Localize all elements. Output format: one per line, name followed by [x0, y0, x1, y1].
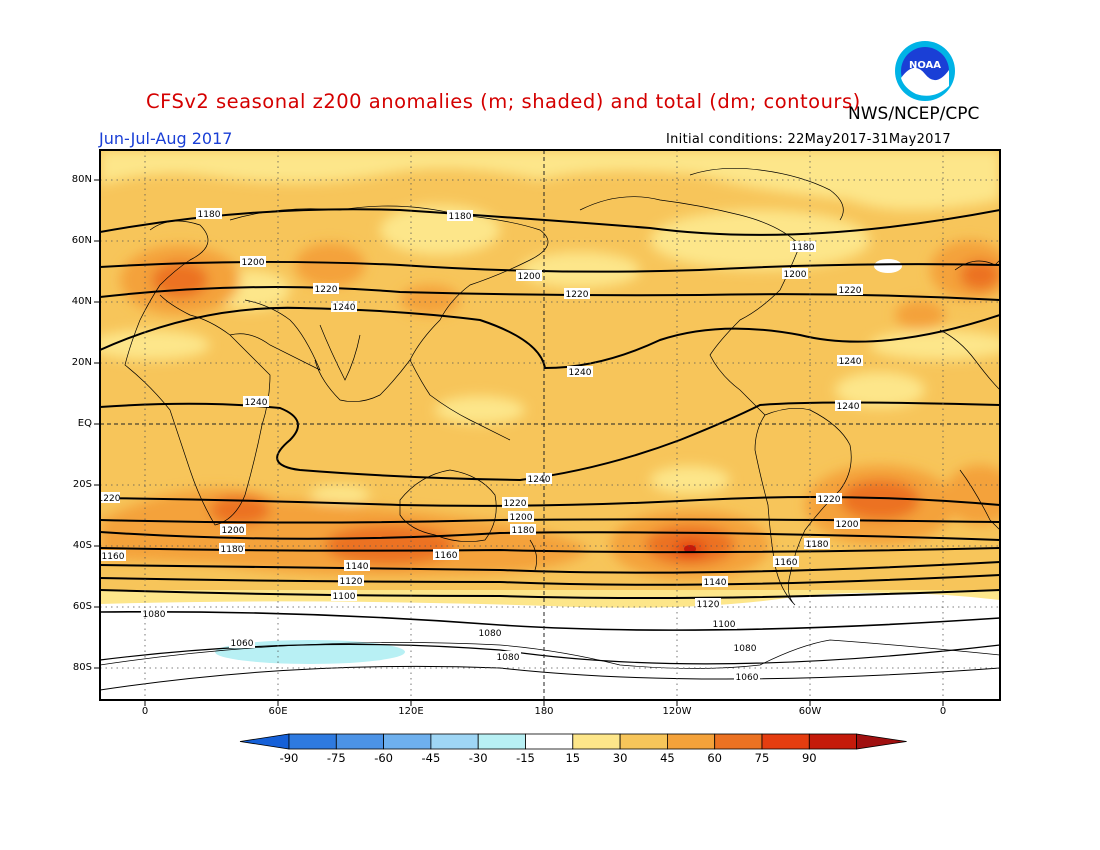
contour-label: 1240	[333, 303, 356, 313]
colorbar-swatch	[667, 733, 716, 750]
contour-label: 1120	[340, 577, 363, 587]
lon-label: 60W	[798, 706, 822, 717]
colorbar-label: -60	[374, 751, 393, 765]
lat-label: 60N	[71, 235, 92, 246]
colorbar-label: 90	[801, 751, 817, 765]
lon-label: 0	[939, 706, 947, 717]
noaa-logo-icon: NOAA	[895, 41, 955, 101]
colorbar-arrow-low	[239, 733, 290, 750]
colorbar-swatch	[430, 733, 479, 750]
contour-label: 1200	[510, 513, 533, 523]
contour-label: 1080	[479, 629, 502, 639]
lon-label: 180	[534, 706, 554, 717]
contour-label: 1160	[102, 552, 125, 562]
lat-label: 80S	[72, 662, 92, 673]
contour-label: 1140	[346, 562, 369, 572]
colorbar-swatch	[383, 733, 432, 750]
contour-label: 1080	[143, 610, 166, 620]
lat-label: 20N	[71, 357, 92, 368]
contour-label: 1220	[315, 285, 338, 295]
contour-label: 1180	[198, 210, 221, 220]
map-title: CFSv2 seasonal z200 anomalies (m; shaded…	[146, 90, 861, 113]
colorbar-label: -45	[421, 751, 441, 765]
contour-label: 1240	[837, 402, 860, 412]
contour-label: 1200	[518, 272, 541, 282]
lon-label: 0	[141, 706, 149, 717]
colorbar-swatch	[335, 733, 384, 750]
colorbar-label: -15	[516, 751, 535, 765]
contour-label: 1220	[818, 495, 841, 505]
contour-label: 1200	[836, 520, 859, 530]
contour-label: 1240	[569, 368, 592, 378]
colorbar-label: 15	[565, 751, 581, 765]
colorbar-arrow-high	[856, 733, 907, 750]
contour-label: 1160	[435, 551, 458, 561]
contour-label: 1200	[222, 526, 245, 536]
contour-label: 1180	[221, 545, 244, 555]
colorbar-label: 45	[660, 751, 675, 765]
colorbar	[239, 733, 907, 750]
colorbar-swatch	[477, 733, 526, 750]
contour-label: 1180	[792, 243, 815, 253]
contour-label: 1180	[449, 212, 472, 222]
contour-label: 1220	[504, 499, 527, 509]
contour-label: 1240	[528, 475, 551, 485]
height-contours	[100, 208, 1000, 691]
colorbar-label: 75	[754, 751, 770, 765]
contour-label: 1220	[566, 290, 589, 300]
lat-label: 20S	[72, 479, 92, 490]
lat-label: EQ	[77, 418, 92, 429]
equator-dateline	[100, 150, 1000, 700]
lat-label: 40S	[72, 540, 92, 551]
lat-label: 80N	[71, 174, 92, 185]
contour-label: 1240	[839, 357, 862, 367]
lon-label: 120W	[662, 706, 692, 717]
gridlines	[100, 150, 1000, 700]
map-frame	[99, 149, 1001, 701]
colorbar-label: -75	[326, 751, 346, 765]
colorbar-label: -90	[279, 751, 299, 765]
contour-label: 1220	[839, 286, 862, 296]
contour-label: 1060	[736, 673, 759, 683]
axis-ticks	[94, 179, 944, 706]
contour-label: 1100	[713, 620, 736, 630]
initial-conditions: Initial conditions: 22May2017-31May2017	[666, 132, 951, 147]
contour-label: 1080	[497, 653, 520, 663]
contour-label: 1120	[697, 600, 720, 610]
lon-label: 60E	[268, 706, 288, 717]
lat-label: 40N	[71, 296, 92, 307]
anomaly-shading: 1180 1180 1180 1200 1200 1200 1220 1220 …	[98, 150, 1000, 700]
forecast-period: Jun-Jul-Aug 2017	[99, 129, 233, 148]
colorbar-swatch	[808, 733, 857, 750]
lat-label: 60S	[72, 601, 92, 612]
colorbar-swatch	[572, 733, 621, 750]
contour-labels: 1180 1180 1180 1200 1200 1200 1220 1220 …	[98, 208, 863, 683]
contour-label: 1220	[98, 494, 121, 504]
contour-label: 1180	[512, 526, 535, 536]
svg-text:NOAA: NOAA	[909, 60, 941, 71]
contour-label: 1140	[704, 578, 727, 588]
contour-label: 1180	[806, 540, 829, 550]
contour-label: 1200	[242, 258, 265, 268]
colorbar-swatch	[761, 733, 810, 750]
colorbar-label: 60	[707, 751, 722, 765]
lon-label: 120E	[398, 706, 424, 717]
contour-label: 1200	[784, 270, 807, 280]
contour-label: 1060	[231, 639, 254, 649]
colorbar-label: 30	[612, 751, 628, 765]
colorbar-swatch	[288, 733, 337, 750]
contour-label: 1080	[734, 644, 757, 654]
contour-label: 1100	[333, 592, 356, 602]
contour-label: 1160	[775, 558, 798, 568]
contour-label: 1240	[245, 398, 268, 408]
colorbar-swatch	[525, 733, 574, 750]
credit-label: NWS/NCEP/CPC	[848, 104, 980, 124]
colorbar-swatch	[714, 733, 763, 750]
colorbar-swatch	[619, 733, 668, 750]
colorbar-label: -30	[468, 751, 488, 765]
